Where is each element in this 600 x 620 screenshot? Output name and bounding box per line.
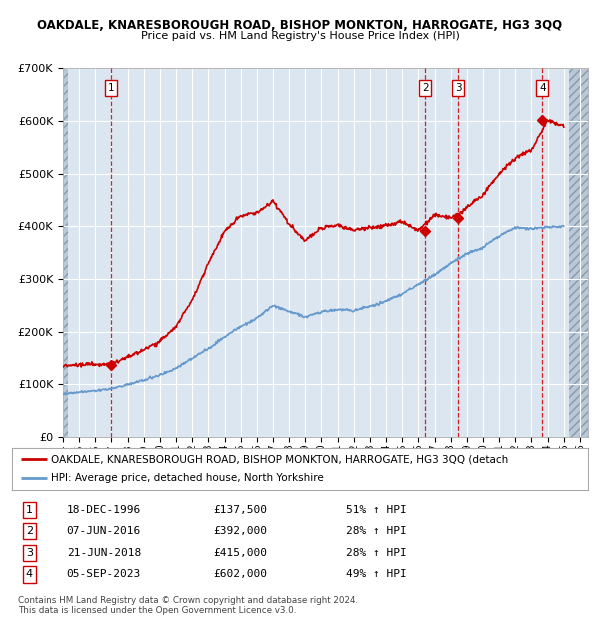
Text: 2: 2 <box>422 83 428 93</box>
Text: OAKDALE, KNARESBOROUGH ROAD, BISHOP MONKTON, HARROGATE, HG3 3QQ (detach: OAKDALE, KNARESBOROUGH ROAD, BISHOP MONK… <box>51 454 508 464</box>
Text: Price paid vs. HM Land Registry's House Price Index (HPI): Price paid vs. HM Land Registry's House … <box>140 31 460 41</box>
Text: Contains HM Land Registry data © Crown copyright and database right 2024.: Contains HM Land Registry data © Crown c… <box>18 596 358 606</box>
Text: This data is licensed under the Open Government Licence v3.0.: This data is licensed under the Open Gov… <box>18 606 296 616</box>
Text: 21-JUN-2018: 21-JUN-2018 <box>67 548 141 558</box>
Text: 3: 3 <box>455 83 461 93</box>
Text: £392,000: £392,000 <box>214 526 268 536</box>
Text: 4: 4 <box>539 83 545 93</box>
Text: £415,000: £415,000 <box>214 548 268 558</box>
Text: 51% ↑ HPI: 51% ↑ HPI <box>346 505 407 515</box>
Text: £602,000: £602,000 <box>214 569 268 580</box>
Bar <box>63 68 68 437</box>
Text: 1: 1 <box>26 505 33 515</box>
Text: 28% ↑ HPI: 28% ↑ HPI <box>346 548 407 558</box>
Text: 3: 3 <box>26 548 33 558</box>
Text: HPI: Average price, detached house, North Yorkshire: HPI: Average price, detached house, Nort… <box>51 474 324 484</box>
Text: 1: 1 <box>107 83 114 93</box>
Bar <box>569 68 588 437</box>
Text: 18-DEC-1996: 18-DEC-1996 <box>67 505 141 515</box>
Text: 4: 4 <box>26 569 33 580</box>
Text: £137,500: £137,500 <box>214 505 268 515</box>
Text: 05-SEP-2023: 05-SEP-2023 <box>67 569 141 580</box>
Text: 07-JUN-2016: 07-JUN-2016 <box>67 526 141 536</box>
Text: 2: 2 <box>26 526 33 536</box>
Text: OAKDALE, KNARESBOROUGH ROAD, BISHOP MONKTON, HARROGATE, HG3 3QQ: OAKDALE, KNARESBOROUGH ROAD, BISHOP MONK… <box>37 19 563 32</box>
Text: 28% ↑ HPI: 28% ↑ HPI <box>346 526 407 536</box>
Text: 49% ↑ HPI: 49% ↑ HPI <box>346 569 407 580</box>
